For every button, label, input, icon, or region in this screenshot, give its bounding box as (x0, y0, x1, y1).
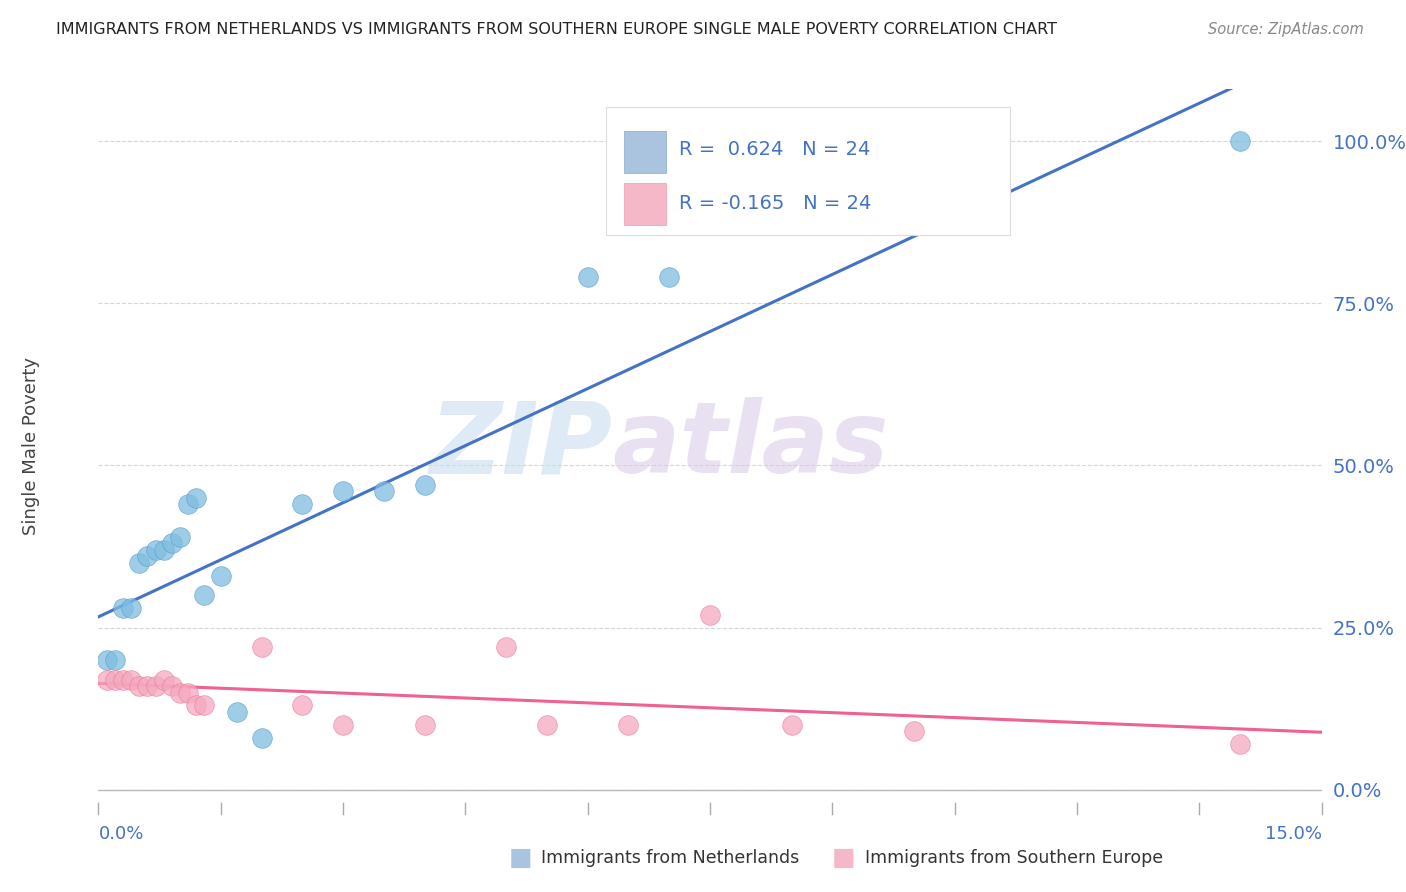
Text: atlas: atlas (612, 398, 889, 494)
Point (193, 698, 215, 713)
Point (186, 491, 208, 505)
Point (136, 549, 159, 564)
Point (193, 588, 215, 602)
Point (96, 653, 118, 667)
Point (1229, 134, 1251, 148)
Point (209, 568, 232, 582)
Point (186, 698, 208, 713)
Point (332, 484, 354, 499)
Point (699, 607, 721, 622)
Text: ■: ■ (832, 847, 855, 870)
Text: Immigrants from Southern Europe: Immigrants from Southern Europe (865, 849, 1163, 867)
Point (658, 270, 681, 285)
Point (495, 640, 517, 654)
Point (250, 731, 273, 745)
Point (145, 542, 167, 557)
Point (169, 685, 191, 699)
Point (169, 530, 191, 544)
Point (128, 556, 150, 570)
Text: 15.0%: 15.0% (1264, 825, 1322, 843)
Point (111, 673, 134, 687)
Point (780, 718, 803, 732)
Point (177, 497, 200, 511)
Point (152, 673, 174, 687)
Point (104, 673, 127, 687)
Text: ■: ■ (509, 847, 531, 870)
Point (943, 205, 966, 219)
Point (226, 705, 249, 719)
Point (1229, 738, 1251, 752)
Point (128, 679, 150, 693)
Point (104, 653, 127, 667)
Point (536, 718, 558, 732)
Text: R =  0.624   N = 24: R = 0.624 N = 24 (679, 140, 870, 160)
FancyBboxPatch shape (624, 183, 666, 225)
Text: Immigrants from Netherlands: Immigrants from Netherlands (541, 849, 800, 867)
Point (250, 640, 273, 654)
Point (332, 718, 354, 732)
Point (120, 601, 142, 615)
Point (120, 673, 142, 687)
Text: R = -0.165   N = 24: R = -0.165 N = 24 (679, 194, 872, 213)
Point (413, 478, 436, 492)
Point (136, 679, 159, 693)
Point (96, 673, 118, 687)
Point (160, 536, 183, 550)
Point (111, 601, 134, 615)
Point (160, 679, 183, 693)
FancyBboxPatch shape (606, 107, 1010, 235)
Text: 0.0%: 0.0% (98, 825, 143, 843)
FancyBboxPatch shape (624, 130, 666, 173)
Text: IMMIGRANTS FROM NETHERLANDS VS IMMIGRANTS FROM SOUTHERN EUROPE SINGLE MALE POVER: IMMIGRANTS FROM NETHERLANDS VS IMMIGRANT… (56, 22, 1057, 37)
Point (373, 484, 395, 499)
Text: ZIP: ZIP (429, 398, 612, 494)
Point (152, 542, 174, 557)
Point (903, 724, 925, 739)
Point (576, 270, 599, 285)
Text: Single Male Poverty: Single Male Poverty (22, 357, 39, 535)
Point (177, 685, 200, 699)
Point (413, 718, 436, 732)
Point (145, 679, 167, 693)
Text: Source: ZipAtlas.com: Source: ZipAtlas.com (1208, 22, 1364, 37)
Point (291, 497, 314, 511)
Point (617, 718, 640, 732)
Point (291, 698, 314, 713)
